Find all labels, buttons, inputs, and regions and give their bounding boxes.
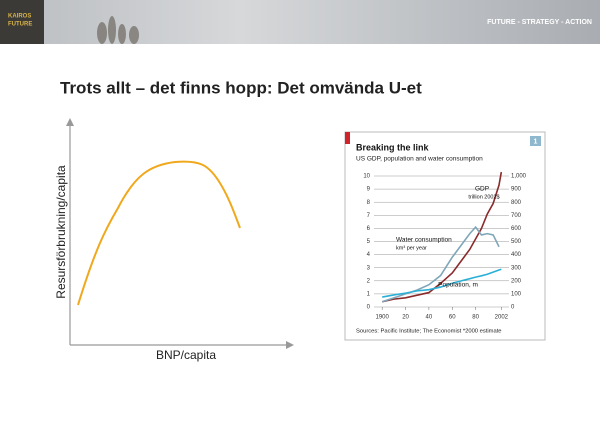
logo: FUTURE — [8, 22, 32, 28]
y-tick-label: 4 — [367, 252, 371, 258]
logo: KAIROS — [8, 14, 31, 20]
y2-tick-label: 700 — [511, 213, 522, 219]
curve — [77, 160, 241, 306]
arrow — [286, 341, 294, 349]
source: Sources: Pacific Institute; The Economis… — [356, 329, 502, 335]
y2-tick-label: 500 — [511, 239, 522, 245]
y2-tick-label: 300 — [511, 265, 522, 271]
y-tick-label: 6 — [367, 226, 371, 232]
slide-title: Trots allt – det finns hopp: Det omvända… — [60, 78, 422, 97]
y2-tick-label: 400 — [511, 252, 522, 258]
header-crowd — [97, 16, 139, 44]
x-tick-label: 20 — [402, 315, 409, 321]
series-line — [382, 268, 502, 298]
y-tick-label: 2 — [367, 278, 371, 284]
chart-title: Breaking the link — [356, 142, 430, 152]
series-unit: km³ per year — [396, 245, 427, 251]
x-tick-label: 40 — [426, 315, 433, 321]
y2-tick-label: 900 — [511, 187, 522, 193]
x-tick-label: 1900 — [375, 315, 389, 321]
y-tick-label: 9 — [367, 187, 371, 193]
y2-tick-label: 200 — [511, 278, 522, 284]
chart-flag — [345, 132, 350, 144]
y-tick-label: 7 — [367, 213, 371, 219]
y2-tick-label: 1,000 — [511, 174, 527, 180]
y2-tick-label: 600 — [511, 226, 522, 232]
logo-box — [0, 0, 44, 44]
y2-tick-label: 100 — [511, 291, 522, 297]
arrow — [66, 118, 74, 126]
x-tick-label: 2002 — [495, 315, 509, 321]
diagram: Resursförbrukning/capita BNP/capita — [54, 118, 294, 362]
y-tick-label: 10 — [363, 174, 370, 180]
y-tick-label: 3 — [367, 265, 371, 271]
series-unit: trillion 2002$ — [468, 194, 499, 200]
y-tick-label: 5 — [367, 239, 371, 245]
series-label: Population, m — [438, 282, 478, 289]
badge — [530, 136, 541, 146]
series-label: GDP — [475, 186, 489, 193]
y-tick-label: 0 — [367, 305, 371, 311]
tagline: FUTURE - STRATEGY - ACTION — [487, 19, 592, 26]
y2-tick-label: 800 — [511, 200, 522, 206]
x-tick-label: 80 — [472, 315, 479, 321]
y-tick-label: 8 — [367, 200, 371, 206]
chart-frame — [344, 131, 546, 341]
badge-text: 1 — [534, 138, 538, 145]
series-label: Water consumption — [396, 237, 452, 244]
y-tick-label: 1 — [367, 291, 371, 297]
x-tick-label: 60 — [449, 315, 456, 321]
y2-tick-label: 0 — [511, 305, 515, 311]
chart-subtitle: US GDP, population and water consumption — [356, 156, 483, 163]
axis-label: BNP/capita — [156, 348, 216, 362]
axis-label: Resursförbrukning/capita — [54, 165, 68, 299]
series-line — [382, 171, 503, 303]
